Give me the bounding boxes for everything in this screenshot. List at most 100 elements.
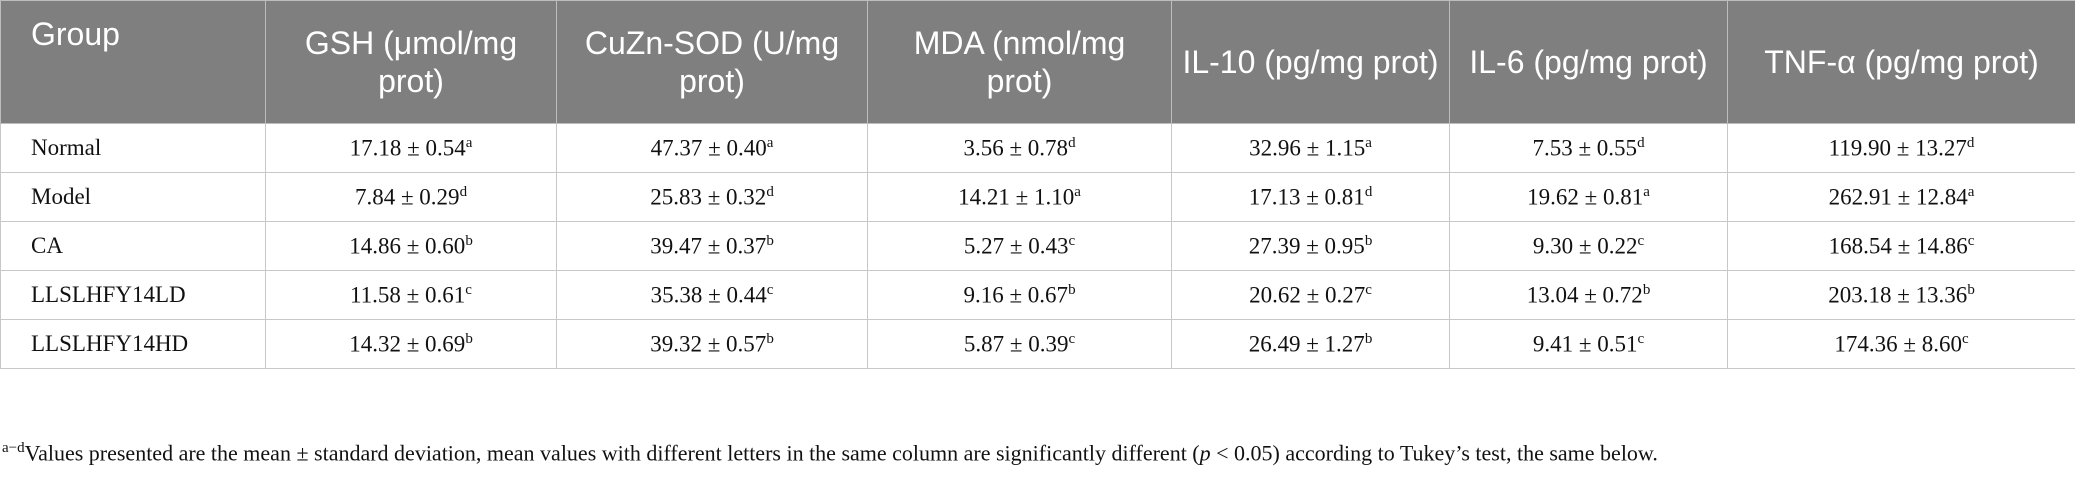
cell-value: 119.90 ± 13.27 xyxy=(1828,135,1967,161)
cell-letter: d xyxy=(459,183,468,200)
table-row: LLSLHFY14LD 11.58 ± 0.61c 35.38 ± 0.44c 9.1… xyxy=(0,270,2075,320)
cell-letter: c xyxy=(1637,232,1645,249)
cell-letter: a xyxy=(1074,183,1081,200)
cell-letter: c xyxy=(1068,330,1076,347)
cell-value: 9.41 ± 0.51 xyxy=(1532,331,1638,357)
cell-letter: b xyxy=(465,330,473,347)
value-cell: 9.41 ± 0.51c xyxy=(1449,319,1728,369)
value-cell: 39.47 ± 0.37b xyxy=(556,221,868,271)
cell-value: 47.37 ± 0.40 xyxy=(650,135,767,161)
cell-letter: b xyxy=(1364,330,1373,347)
value-cell: 7.53 ± 0.55d xyxy=(1449,123,1728,173)
cell-value: 262.91 ± 12.84 xyxy=(1828,184,1968,210)
header-cell: CuZn-SOD (U/mg prot) xyxy=(556,0,868,124)
group-cell: Normal xyxy=(0,123,266,173)
cell-letter: d xyxy=(1637,134,1645,151)
cell-value: 14.86 ± 0.60 xyxy=(349,233,466,259)
value-cell: 35.38 ± 0.44c xyxy=(556,270,868,320)
data-table: Group GSH (μmol/mg prot) CuZn-SOD (U/mg pr… xyxy=(0,0,2075,369)
cell-letter: b xyxy=(1967,281,1975,298)
header-cell: IL-6 (pg/mg prot) xyxy=(1449,0,1728,124)
value-cell: 32.96 ± 1.15a xyxy=(1171,123,1450,173)
value-cell: 39.32 ± 0.57b xyxy=(556,319,868,369)
cell-value: 14.32 ± 0.69 xyxy=(349,331,466,357)
value-cell: 9.30 ± 0.22c xyxy=(1449,221,1728,271)
group-cell: LLSLHFY14HD xyxy=(0,319,266,369)
value-cell: 13.04 ± 0.72b xyxy=(1449,270,1728,320)
value-cell: 174.36 ± 8.60c xyxy=(1727,319,2075,369)
header-cell: TNF-α (pg/mg prot) xyxy=(1727,0,2075,124)
cell-letter: b xyxy=(1068,281,1076,298)
table-row: CA 14.86 ± 0.60b 39.47 ± 0.37b 5.27 ± 0.43c… xyxy=(0,221,2075,271)
cell-letter: b xyxy=(1364,232,1373,249)
cell-value: 174.36 ± 8.60 xyxy=(1834,331,1962,357)
footnote-italic: p xyxy=(1199,440,1211,466)
table-row: Model 7.84 ± 0.29d 25.83 ± 0.32d 14.21 ± 1.… xyxy=(0,172,2075,222)
cell-letter: a xyxy=(1643,183,1650,200)
cell-value: 39.47 ± 0.37 xyxy=(650,233,767,259)
header-cell: MDA (nmol/mg prot) xyxy=(867,0,1172,124)
cell-letter: c xyxy=(1068,232,1076,249)
cell-value: 168.54 ± 14.86 xyxy=(1828,233,1968,259)
cell-letter: b xyxy=(465,232,473,249)
cell-letter: c xyxy=(465,281,472,298)
cell-letter: a xyxy=(1967,183,1975,200)
group-cell: CA xyxy=(0,221,266,271)
cell-value: 27.39 ± 0.95 xyxy=(1248,233,1365,259)
cell-letter: d xyxy=(1364,183,1373,200)
cell-letter: c xyxy=(1967,232,1975,249)
cell-value: 7.84 ± 0.29 xyxy=(354,184,460,210)
cell-value: 19.62 ± 0.81 xyxy=(1527,184,1644,210)
value-cell: 14.86 ± 0.60b xyxy=(265,221,557,271)
value-cell: 14.21 ± 1.10a xyxy=(867,172,1172,222)
value-cell: 47.37 ± 0.40a xyxy=(556,123,868,173)
table-row: LLSLHFY14HD 14.32 ± 0.69b 39.32 ± 0.57b 5.8… xyxy=(0,319,2075,369)
cell-letter: b xyxy=(1642,281,1651,298)
value-cell: 25.83 ± 0.32d xyxy=(556,172,868,222)
cell-letter: c xyxy=(1637,330,1645,347)
cell-value: 7.53 ± 0.55 xyxy=(1532,135,1638,161)
value-cell: 119.90 ± 13.27d xyxy=(1727,123,2075,173)
cell-letter: c xyxy=(1365,281,1372,298)
value-cell: 9.16 ± 0.67b xyxy=(867,270,1172,320)
cell-value: 20.62 ± 0.27 xyxy=(1249,282,1366,308)
group-cell: Model xyxy=(0,172,266,222)
footnote-sup: a−d xyxy=(2,440,25,456)
cell-letter: c xyxy=(766,281,774,298)
table-row: Normal 17.18 ± 0.54a 47.37 ± 0.40a 3.56 ± 0… xyxy=(0,123,2075,173)
value-cell: 20.62 ± 0.27c xyxy=(1171,270,1450,320)
cell-value: 17.18 ± 0.54 xyxy=(349,135,466,161)
cell-value: 25.83 ± 0.32 xyxy=(650,184,767,210)
header-row: Group GSH (μmol/mg prot) CuZn-SOD (U/mg pr… xyxy=(0,0,2075,124)
cell-value: 3.56 ± 0.78 xyxy=(963,135,1069,161)
cell-value: 13.04 ± 0.72 xyxy=(1526,282,1643,308)
value-cell: 203.18 ± 13.36b xyxy=(1727,270,2075,320)
header-cell: GSH (μmol/mg prot) xyxy=(265,0,557,124)
cell-value: 5.87 ± 0.39 xyxy=(963,331,1069,357)
cell-letter: a xyxy=(766,134,774,151)
cell-letter: a xyxy=(1365,134,1372,151)
value-cell: 17.13 ± 0.81d xyxy=(1171,172,1450,222)
cell-letter: d xyxy=(766,183,774,200)
value-cell: 14.32 ± 0.69b xyxy=(265,319,557,369)
value-cell: 11.58 ± 0.61c xyxy=(265,270,557,320)
cell-value: 9.30 ± 0.22 xyxy=(1532,233,1638,259)
cell-letter: b xyxy=(766,330,774,347)
table-body: Normal 17.18 ± 0.54a 47.37 ± 0.40a 3.56 ± 0… xyxy=(0,123,2075,369)
value-cell: 262.91 ± 12.84a xyxy=(1727,172,2075,222)
value-cell: 26.49 ± 1.27b xyxy=(1171,319,1450,369)
cell-value: 17.13 ± 0.81 xyxy=(1248,184,1365,210)
cell-letter: c xyxy=(1961,330,1969,347)
cell-value: 203.18 ± 13.36 xyxy=(1828,282,1968,308)
cell-letter: d xyxy=(1966,134,1975,151)
group-cell: LLSLHFY14LD xyxy=(0,270,266,320)
value-cell: 27.39 ± 0.95b xyxy=(1171,221,1450,271)
cell-value: 35.38 ± 0.44 xyxy=(650,282,767,308)
cell-value: 32.96 ± 1.15 xyxy=(1249,135,1366,161)
cell-value: 9.16 ± 0.67 xyxy=(963,282,1069,308)
cell-letter: d xyxy=(1068,134,1076,151)
cell-value: 26.49 ± 1.27 xyxy=(1248,331,1365,357)
cell-letter: a xyxy=(465,134,473,151)
footnote-text: Values presented are the mean ± standard… xyxy=(24,440,1200,466)
